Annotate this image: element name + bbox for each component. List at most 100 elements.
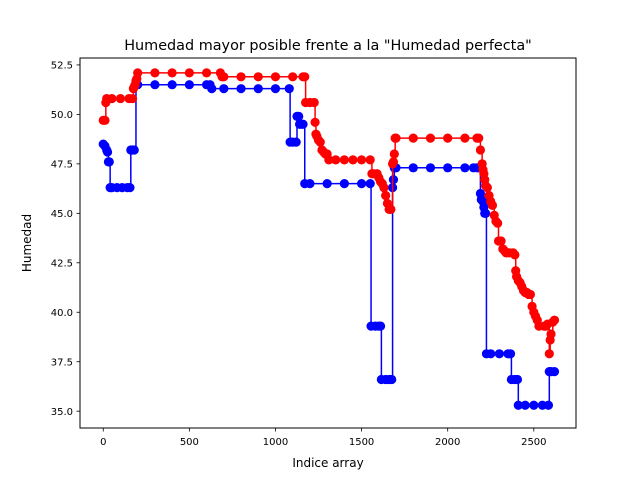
series-2-point [201,68,212,78]
series-1-point [104,157,114,167]
series-2-point [270,72,281,82]
series-2-point [219,72,229,82]
x-axis-label: Indice array [292,456,363,470]
y-tick-label: 50.0 [51,110,73,121]
series-1-point [219,84,229,94]
series-1 [98,80,560,410]
series-1-point [543,400,554,410]
series-2-point [150,68,160,78]
series-1-point [253,84,263,94]
series-1-point [284,84,294,94]
series-2-point [300,72,310,82]
series-1-point [167,80,177,90]
series-1-point [408,163,418,173]
y-tick-label: 40.0 [51,308,73,319]
series-1-point [322,179,332,189]
series-1-point [486,349,496,359]
series-2-point [236,72,246,82]
series-1-point [425,163,436,173]
series-1-point [549,367,560,377]
series-1-point [294,111,304,121]
series-1-point [270,84,281,94]
series-2-point [460,133,470,143]
series-1-point [102,147,113,157]
series-1-point [387,374,397,385]
series-1-point [236,84,246,94]
series-2-point [167,68,177,78]
series-2-point [348,155,358,165]
series-1-point [291,137,301,147]
y-tick-label: 52.5 [51,61,73,72]
series-1-point [505,349,516,359]
series-2-point [107,93,117,104]
series-1-point [150,80,160,90]
x-axis: 0 500 1000 1500 2000 2500 [100,428,547,448]
series-2-point [100,115,110,125]
series-1-point [125,183,135,193]
series-2-point [309,97,319,108]
series-1-point [184,80,194,90]
series-2-point [339,155,349,165]
chart-title: Humedad mayor posible frente a la "Humed… [124,38,532,54]
series-2-point [391,133,401,143]
x-tick-label: 1500 [349,437,374,448]
series-2-point [315,137,325,147]
series-1-point [375,321,386,331]
series-2-point [324,155,334,165]
series-2-point [443,133,453,143]
series-2-point [253,72,263,82]
series-1-point [207,84,217,94]
series-layer [98,68,560,410]
y-tick-label: 42.5 [51,258,73,269]
y-tick-label: 37.5 [51,357,73,368]
x-tick-label: 0 [100,437,106,448]
series-1-point [513,400,523,410]
plot-frame [79,57,577,429]
series-1-point [520,400,530,410]
series-2-point [331,155,341,165]
series-2-point [525,289,535,300]
series-2-point [510,250,520,260]
plot-background [80,58,576,428]
series-1-point [388,175,399,185]
x-tick-label: 2500 [521,437,546,448]
series-2-point [365,155,375,165]
series-2-point [356,155,367,165]
series-2-point [549,315,560,325]
x-tick-label: 500 [180,437,199,448]
y-axis: 35.0 37.5 40.0 42.5 45.0 47.5 50.0 52.5 [51,61,80,418]
series-2-point [379,183,389,193]
series-2-point [115,93,126,104]
series-2-point [388,157,399,167]
y-tick-label: 47.5 [51,159,73,170]
series-2-point [475,145,486,155]
series-2-point [184,68,194,78]
series-1-point [529,400,539,410]
plot-area [80,58,576,428]
x-tick-label: 2000 [435,437,460,448]
series-2-point [288,72,298,82]
series-1-point [480,208,491,218]
y-tick-label: 35.0 [51,407,73,418]
series-1-point [339,179,349,189]
y-axis-label: Humedad [20,214,34,272]
series-2-point [381,190,391,201]
series-2-point [389,149,399,159]
series-1-point [460,163,470,173]
series-2-point [496,236,506,246]
series-2-point [544,349,554,359]
series-1-point [129,145,139,155]
x-tick-label: 1000 [263,437,288,448]
series-1-point [305,179,315,189]
series-2-point [310,117,320,127]
series-2-point [133,68,143,78]
series-1-point [298,119,308,129]
series-2-point [482,183,492,193]
series-2-point [493,218,503,228]
series-1-point [356,179,367,189]
series-1-point [494,349,504,359]
series-2-point [425,133,436,143]
series-1-point [365,179,375,189]
y-tick-label: 45.0 [51,209,73,220]
